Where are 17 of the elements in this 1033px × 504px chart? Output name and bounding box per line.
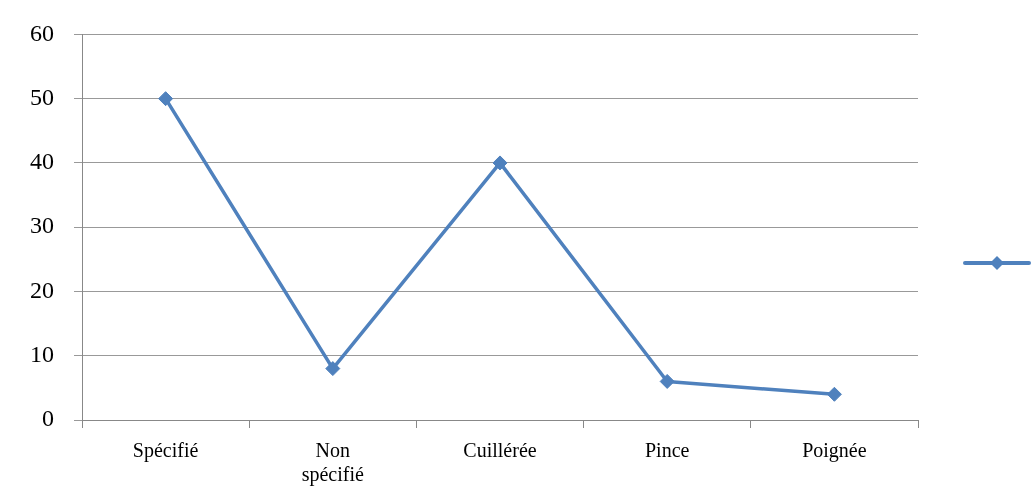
x-tick-label: Pince bbox=[644, 439, 690, 462]
x-tick-label: Non spécifié bbox=[301, 439, 365, 487]
x-tick-label: Poignée bbox=[802, 439, 867, 463]
point bbox=[158, 91, 174, 107]
point bbox=[325, 361, 341, 377]
y-tick-label: 30 bbox=[30, 212, 54, 239]
point bbox=[659, 373, 675, 389]
x-tick-label: Spécifié bbox=[132, 439, 199, 463]
y-tick-label: 40 bbox=[30, 148, 54, 175]
point bbox=[492, 155, 508, 171]
point bbox=[826, 386, 842, 402]
y-tick-label: 20 bbox=[30, 276, 54, 303]
y-tick-label: 0 bbox=[42, 405, 54, 432]
y-tick-label: 10 bbox=[30, 341, 54, 368]
y-tick-label: 50 bbox=[30, 83, 54, 110]
y-tick-label: 60 bbox=[30, 19, 54, 46]
x-tick-label: Cuillérée bbox=[463, 439, 537, 462]
